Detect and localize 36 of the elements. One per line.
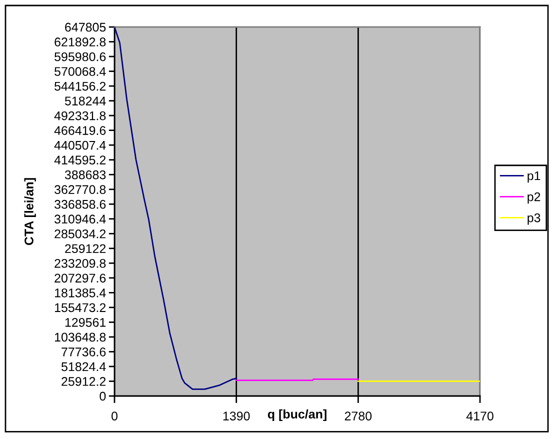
y-tick-label: 544156.2 bbox=[54, 82, 106, 91]
y-tick-label: 285034.2 bbox=[54, 229, 106, 238]
legend-label: p2 bbox=[528, 192, 540, 204]
x-tick-label: 4170 bbox=[466, 412, 494, 420]
y-tick-label: 77736.6 bbox=[62, 348, 106, 356]
y-tick-label: 155473.2 bbox=[54, 303, 106, 312]
x-tick-label: 0 bbox=[112, 412, 118, 420]
x-tick-label: 2780 bbox=[344, 412, 372, 420]
y-tick-label: 647805 bbox=[65, 22, 106, 32]
y-tick-label: 51824.4 bbox=[61, 362, 106, 372]
y-tick-label: 259122 bbox=[65, 244, 106, 254]
x-tick-label: 1390 bbox=[223, 412, 250, 420]
y-tick-label: 414595.2 bbox=[54, 156, 106, 164]
y-tick-label: 103648.8 bbox=[54, 332, 106, 342]
y-tick-label: 492331.8 bbox=[54, 111, 106, 120]
y-tick-label: 621892.8 bbox=[54, 38, 106, 46]
y-tick-label: 388683 bbox=[64, 170, 106, 180]
y-tick-label: 336858.6 bbox=[54, 200, 106, 209]
y-tick-label: 129561 bbox=[65, 318, 106, 327]
y-tick-label: 595980.6 bbox=[54, 52, 106, 62]
y-tick-label: 310946.4 bbox=[54, 214, 106, 224]
y-tick-label: 466419.6 bbox=[54, 126, 106, 135]
y-tick-label: 0 bbox=[100, 392, 106, 401]
y-tick-label: 25912.2 bbox=[62, 377, 106, 386]
x-axis-title: q [buc/an] bbox=[268, 409, 326, 422]
y-axis-title: CTA [lei/an] bbox=[24, 178, 36, 246]
y-tick-label: 233209.8 bbox=[54, 258, 106, 268]
legend-label: p3 bbox=[528, 213, 540, 225]
y-tick-label: 207297.6 bbox=[54, 274, 106, 283]
y-tick-label: 362770.8 bbox=[54, 185, 106, 194]
y-tick-label: 570068.4 bbox=[54, 67, 106, 76]
line-series bbox=[114, 27, 238, 390]
y-tick-label: 181385.4 bbox=[54, 288, 106, 298]
legend-label: p1 bbox=[528, 171, 540, 183]
y-tick-label: 518244 bbox=[64, 96, 106, 106]
y-tick-label: 440507.4 bbox=[54, 140, 106, 150]
